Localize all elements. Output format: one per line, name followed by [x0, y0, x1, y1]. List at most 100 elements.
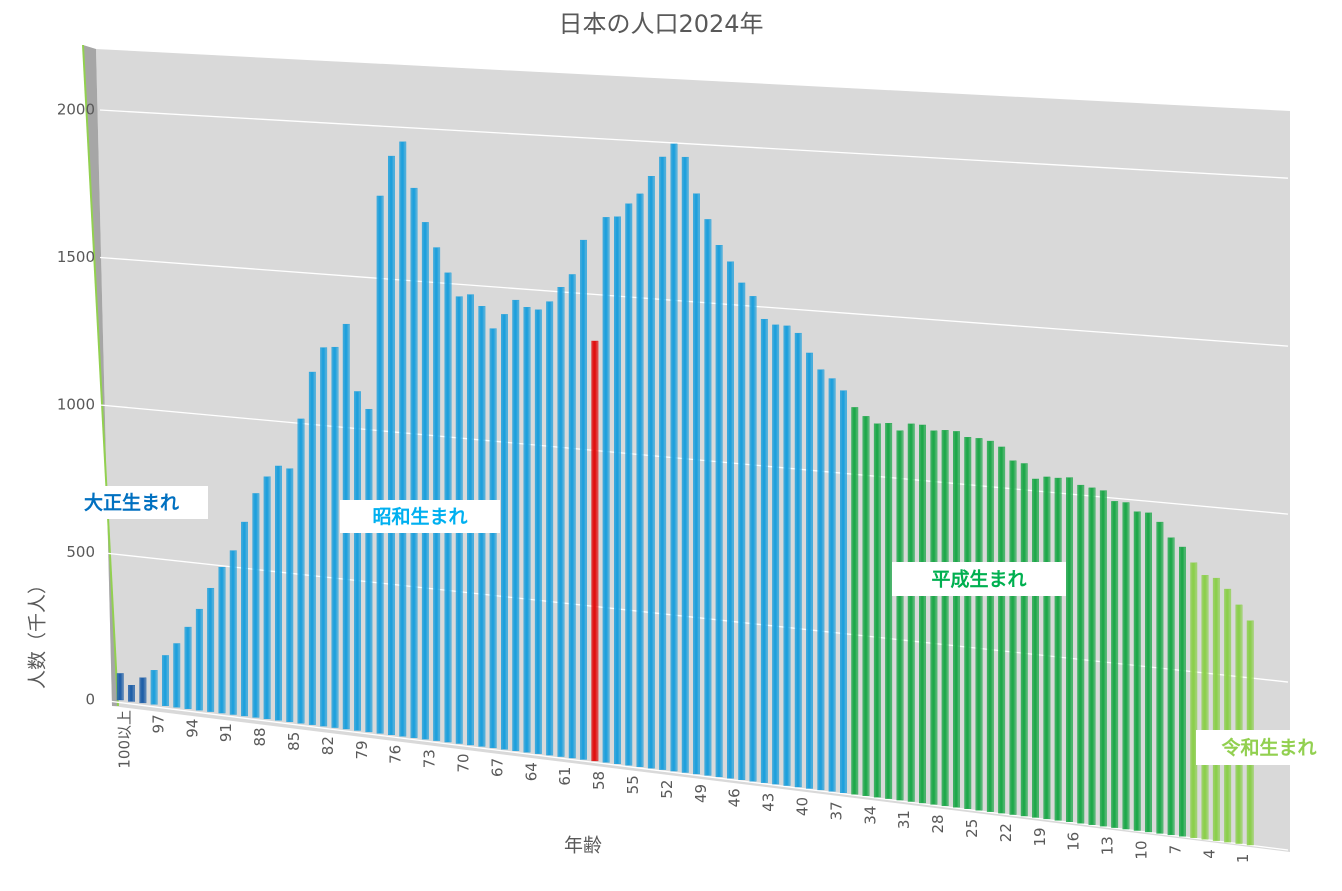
- bar: [896, 430, 904, 801]
- back-wall: [96, 49, 1290, 852]
- bar: [116, 673, 124, 701]
- bar: [568, 274, 576, 759]
- y-tick-label: 0: [85, 691, 95, 709]
- bar: [727, 261, 734, 779]
- bar: [704, 219, 712, 776]
- annotation-box: [55, 486, 208, 519]
- bar: [1009, 460, 1017, 815]
- x-tick-label: 40: [794, 797, 812, 816]
- x-tick-label: 100以上: [116, 710, 134, 769]
- bar: [557, 287, 565, 757]
- bar: [998, 446, 1006, 814]
- bar: [1088, 487, 1096, 825]
- bar: [1065, 477, 1073, 822]
- bar: [873, 423, 881, 798]
- bar: [614, 216, 621, 764]
- bar: [376, 195, 384, 734]
- bar: [625, 203, 633, 766]
- bar: [399, 141, 407, 737]
- bar: [1156, 521, 1164, 834]
- bar: [738, 282, 746, 780]
- x-tick-label: 67: [488, 758, 506, 777]
- annotation-box: [892, 562, 1066, 596]
- x-tick-label: 1: [1234, 854, 1252, 864]
- bar: [953, 431, 960, 808]
- bar: [941, 430, 949, 807]
- bar: [772, 324, 780, 785]
- bar: [828, 378, 836, 792]
- bar: [365, 408, 373, 733]
- bar: [1054, 477, 1062, 821]
- annotation: 平成生まれ: [931, 568, 1026, 591]
- bar: [218, 566, 226, 714]
- x-tick-label: 91: [217, 723, 235, 742]
- bar: [150, 670, 158, 705]
- bar: [817, 369, 825, 791]
- bar: [681, 156, 689, 773]
- x-tick-label: 85: [285, 732, 303, 751]
- bar: [794, 332, 802, 788]
- bar: [919, 424, 926, 804]
- bar: [636, 193, 644, 767]
- bar: [806, 352, 813, 789]
- y-axis-label: 人数（千人）: [27, 575, 49, 689]
- x-tick-label: 43: [760, 793, 778, 812]
- bar: [534, 309, 542, 754]
- bar: [975, 438, 983, 811]
- bar: [862, 416, 870, 796]
- bar: [489, 328, 497, 749]
- bar: [986, 440, 994, 812]
- bar: [1133, 511, 1141, 831]
- x-tick-label: 28: [929, 814, 947, 833]
- bar: [263, 476, 271, 720]
- bar: [760, 318, 768, 783]
- bar: [501, 314, 508, 750]
- bar: [1212, 577, 1220, 841]
- x-tick-label: 16: [1065, 832, 1083, 851]
- bar: [1145, 512, 1153, 833]
- bar: [207, 587, 215, 712]
- grid-line: [99, 109, 1289, 179]
- bar: [1224, 588, 1232, 843]
- bar: [275, 465, 282, 721]
- bars: [116, 141, 1254, 846]
- bar: [433, 247, 441, 741]
- bar: [907, 423, 915, 802]
- bar: [659, 156, 667, 770]
- bar: [1167, 537, 1175, 836]
- bar: [715, 245, 723, 778]
- bar: [1020, 463, 1028, 817]
- x-tick-label: 7: [1166, 845, 1184, 855]
- x-tick-label: 25: [963, 819, 981, 838]
- bar: [173, 643, 181, 708]
- annotation: 令和生まれ: [1221, 736, 1316, 759]
- bar: [128, 685, 136, 702]
- grid-line: [99, 699, 1289, 851]
- bar: [354, 391, 361, 731]
- bar: [670, 143, 678, 772]
- x-tick-label: 76: [387, 745, 405, 764]
- bar: [139, 677, 147, 704]
- bar: [161, 655, 169, 706]
- bar: [647, 176, 655, 769]
- x-tick-label: 46: [726, 788, 744, 807]
- x-tick-label: 13: [1099, 836, 1117, 855]
- x-axis-label: 年齢: [564, 835, 602, 857]
- bar: [783, 325, 791, 786]
- bar: [1111, 501, 1119, 828]
- x-tick-label: 10: [1133, 841, 1151, 860]
- annotation-box: [1196, 730, 1342, 765]
- bar: [546, 301, 554, 756]
- chart-title: 日本の人口2024年: [558, 10, 763, 38]
- bar: [252, 493, 260, 718]
- bar: [930, 430, 938, 805]
- bar: [840, 390, 847, 793]
- bar: [1043, 476, 1051, 820]
- bar: [591, 340, 599, 762]
- bar: [523, 307, 531, 753]
- bar: [195, 608, 203, 711]
- bar: [1178, 546, 1186, 837]
